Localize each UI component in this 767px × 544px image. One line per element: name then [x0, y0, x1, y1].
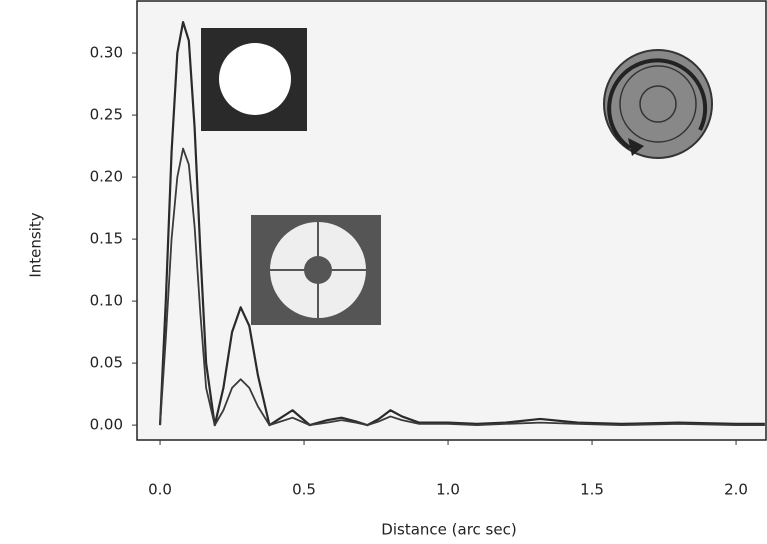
- inset-rotation: [603, 49, 713, 159]
- y-tick-label: 0.10: [90, 292, 123, 310]
- x-tick-label: 0.5: [292, 481, 316, 499]
- y-tick-label: 0.05: [90, 354, 123, 372]
- y-tick-label: 0.20: [90, 168, 123, 186]
- inset-mask: [251, 215, 381, 325]
- x-tick-label: 1.5: [580, 481, 604, 499]
- y-tick-label: 0.15: [90, 230, 123, 248]
- series-line: [158, 20, 765, 427]
- y-axis-label: Intensity: [27, 212, 45, 277]
- x-axis-label: Distance (arc sec): [381, 521, 516, 539]
- series-line: [159, 147, 765, 427]
- x-tick-label: 2.0: [724, 481, 748, 499]
- y-tick-label: 0.00: [90, 416, 123, 434]
- x-tick-label: 0.0: [148, 481, 172, 499]
- y-tick-label: 0.25: [90, 106, 123, 124]
- inset-pupil: [201, 28, 307, 131]
- y-tick-label: 0.30: [90, 44, 123, 62]
- x-tick-label: 1.0: [436, 481, 460, 499]
